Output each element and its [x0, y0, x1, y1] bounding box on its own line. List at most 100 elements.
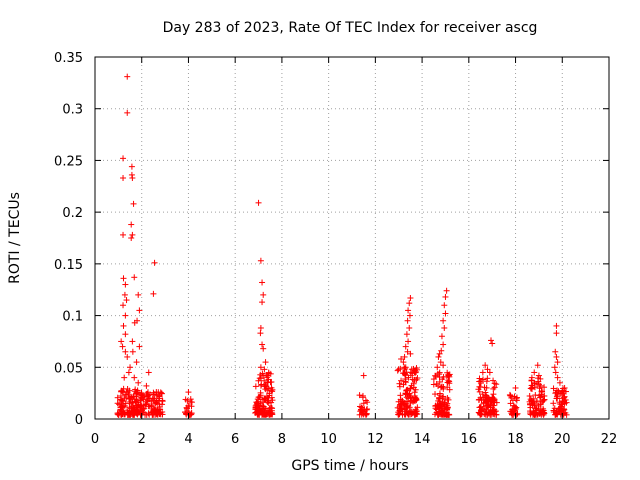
data-point	[405, 338, 412, 345]
data-point	[150, 290, 157, 297]
data-point	[510, 402, 517, 409]
data-point	[260, 398, 267, 405]
y-tick-label: 0.3	[62, 103, 83, 118]
y-tick-label: 0.15	[54, 258, 83, 273]
data-point	[477, 394, 484, 401]
data-point	[528, 382, 535, 389]
data-point	[414, 404, 421, 411]
data-point	[436, 374, 443, 381]
data-point	[144, 397, 151, 404]
data-point	[507, 392, 514, 399]
data-point	[126, 387, 133, 394]
data-point	[537, 382, 544, 389]
data-point	[400, 381, 407, 388]
data-point	[435, 382, 442, 389]
data-point	[561, 400, 568, 407]
data-point	[141, 393, 148, 400]
data-point	[129, 175, 136, 182]
data-point	[150, 405, 157, 412]
data-point	[407, 294, 414, 301]
data-point	[356, 403, 363, 410]
data-point	[482, 397, 489, 404]
data-point	[259, 279, 266, 286]
data-point	[150, 397, 157, 404]
data-point	[403, 387, 410, 394]
data-point	[444, 395, 451, 402]
data-point	[410, 398, 417, 405]
data-point	[155, 392, 162, 399]
data-point	[534, 362, 541, 369]
y-tick-label: 0.35	[54, 51, 83, 66]
data-point	[476, 375, 483, 382]
data-point	[150, 391, 157, 398]
data-point	[124, 109, 131, 116]
data-point	[185, 389, 192, 396]
data-point	[127, 395, 134, 402]
data-point	[554, 392, 561, 399]
data-point	[136, 343, 143, 350]
data-point	[531, 369, 538, 376]
data-point	[130, 393, 137, 400]
data-point	[132, 399, 139, 406]
data-point	[406, 300, 413, 307]
data-point	[129, 231, 136, 238]
data-point	[268, 378, 275, 385]
data-point	[406, 391, 413, 398]
data-point	[255, 199, 262, 206]
data-point	[128, 163, 135, 170]
data-point	[132, 398, 139, 405]
data-point	[406, 404, 413, 411]
data-point	[432, 391, 439, 398]
data-point	[182, 408, 189, 415]
data-point	[128, 400, 135, 407]
data-point	[257, 371, 264, 378]
data-point	[268, 394, 275, 401]
data-point	[122, 331, 129, 338]
data-point	[556, 399, 563, 406]
data-point	[145, 410, 152, 417]
data-point	[443, 411, 450, 418]
data-point	[395, 411, 402, 418]
data-point	[446, 380, 453, 387]
chart-title: Day 283 of 2023, Rate Of TEC Index for r…	[163, 20, 538, 36]
data-point	[560, 407, 567, 414]
data-point	[268, 407, 275, 414]
x-tick-label: 22	[601, 432, 618, 447]
data-point	[479, 391, 486, 398]
data-point	[482, 362, 489, 369]
data-point	[405, 307, 412, 314]
data-point	[120, 231, 127, 238]
data-point	[406, 312, 413, 319]
data-point	[527, 385, 534, 392]
x-tick-label: 0	[91, 432, 99, 447]
data-point	[481, 384, 488, 391]
data-point	[554, 374, 561, 381]
data-point	[121, 291, 128, 298]
data-point	[123, 297, 130, 304]
data-point	[440, 385, 447, 392]
data-point	[440, 341, 447, 348]
data-point	[560, 390, 567, 397]
data-point	[410, 365, 417, 372]
data-point	[406, 324, 413, 331]
data-point	[356, 392, 363, 399]
data-point	[398, 356, 405, 363]
data-point	[438, 347, 445, 354]
data-point	[557, 405, 564, 412]
data-point	[556, 379, 563, 386]
data-point	[399, 397, 406, 404]
data-point	[265, 370, 272, 377]
data-point	[120, 175, 127, 182]
data-point	[397, 392, 404, 399]
data-point	[441, 324, 448, 331]
data-point	[131, 274, 138, 281]
data-point	[134, 391, 141, 398]
data-point	[559, 395, 566, 402]
data-point	[151, 259, 158, 266]
data-point	[262, 386, 269, 393]
data-point	[411, 369, 418, 376]
data-point	[182, 396, 189, 403]
data-point	[262, 359, 269, 366]
data-point	[136, 307, 143, 314]
